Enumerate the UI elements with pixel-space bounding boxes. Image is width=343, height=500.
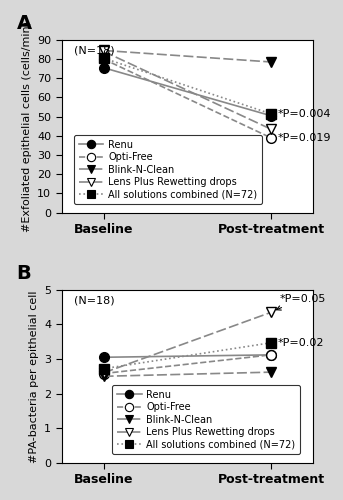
Y-axis label: #Exfoliated epithelial cells (cells/min): #Exfoliated epithelial cells (cells/min) xyxy=(22,21,32,232)
Text: *P=0.004: *P=0.004 xyxy=(278,109,331,119)
Text: *P=0.02: *P=0.02 xyxy=(278,338,324,348)
Text: (N=18): (N=18) xyxy=(74,295,115,305)
Legend: Renu, Opti-Free, Blink-N-Clean, Lens Plus Rewetting drops, All solutions combine: Renu, Opti-Free, Blink-N-Clean, Lens Plu… xyxy=(74,135,262,204)
Y-axis label: #PA-bacteria per epithelial cell: #PA-bacteria per epithelial cell xyxy=(28,290,39,462)
Legend: Renu, Opti-Free, Blink-N-Clean, Lens Plus Rewetting drops, All solutions combine: Renu, Opti-Free, Blink-N-Clean, Lens Plu… xyxy=(113,385,300,454)
Text: A: A xyxy=(16,14,32,33)
Text: *P=0.019: *P=0.019 xyxy=(278,133,331,143)
Text: B: B xyxy=(16,264,31,283)
Text: *P=0.05: *P=0.05 xyxy=(276,294,326,310)
Text: (N=18): (N=18) xyxy=(74,45,115,55)
